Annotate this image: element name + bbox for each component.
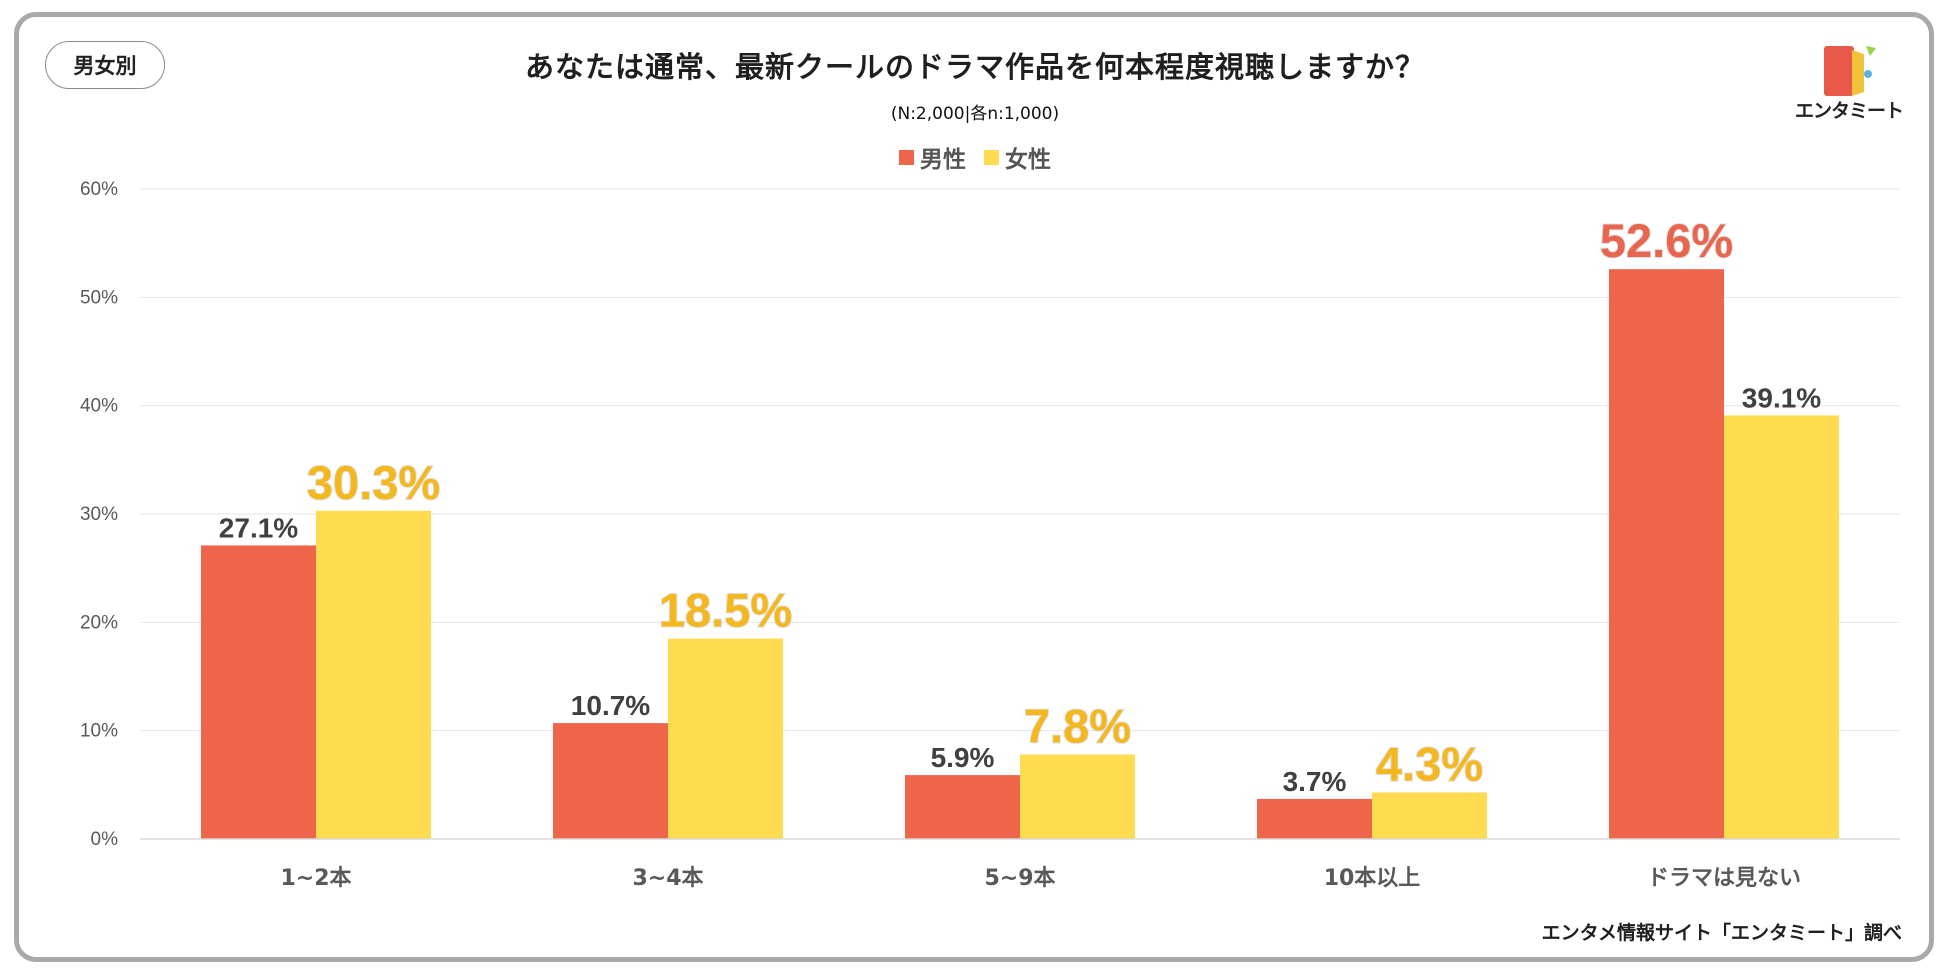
segment-tag: 男女別 — [45, 41, 165, 89]
y-tick-label: 30% — [80, 504, 118, 525]
bar-male — [1609, 269, 1724, 840]
x-tick-label: 1~2本 — [280, 866, 351, 891]
data-label-male: 52.6% — [1600, 214, 1733, 267]
bar-female — [1020, 754, 1135, 839]
data-label-female: 18.5% — [659, 584, 792, 637]
logo-door-shape — [1824, 46, 1854, 96]
logo-dot-shape — [1864, 70, 1872, 78]
chart-title: あなたは通常、最新クールのドラマ作品を何本程度視聴しますか？ — [524, 50, 1425, 84]
data-label-female: 7.8% — [1024, 700, 1131, 753]
legend-item-female: 女性 — [984, 140, 1051, 174]
y-tick-label: 10% — [80, 721, 118, 742]
y-tick-label: 40% — [80, 396, 118, 417]
bar-male — [905, 775, 1020, 839]
logo-door-panel-shape — [1852, 50, 1864, 96]
data-label-female: 4.3% — [1376, 737, 1483, 790]
legend: 男性 女性 — [0, 140, 1950, 174]
x-tick-label: 5~9本 — [984, 866, 1055, 891]
entameet-logo-icon — [1824, 46, 1876, 96]
legend-label-female: 女性 — [1005, 147, 1051, 173]
bar-male — [201, 545, 316, 839]
y-tick-label: 50% — [80, 287, 118, 308]
y-tick-label: 60% — [80, 179, 118, 200]
data-label-female: 30.3% — [307, 456, 440, 509]
data-label-male: 27.1% — [219, 512, 298, 543]
bar-female — [1372, 792, 1487, 839]
bar-male — [553, 723, 668, 839]
legend-swatch-female — [984, 149, 999, 165]
y-tick-label: 0% — [91, 829, 119, 850]
legend-item-male: 男性 — [899, 140, 966, 174]
y-tick-label: 20% — [80, 612, 118, 633]
logo-leaf-shape — [1866, 46, 1876, 56]
source-credit: エンタメ情報サイト「エンタミート」調べ — [1541, 922, 1902, 944]
x-tick-label: 3~4本 — [632, 866, 703, 891]
legend-swatch-male — [899, 149, 914, 165]
data-label-male: 10.7% — [571, 690, 650, 721]
bar-male — [1257, 798, 1372, 839]
data-label-male: 3.7% — [1283, 766, 1347, 797]
bar-female — [668, 638, 783, 839]
chart-subtitle: (N:2,000|各n:1,000) — [890, 104, 1060, 124]
x-tick-label: 10本以上 — [1324, 866, 1421, 891]
data-label-female: 39.1% — [1742, 382, 1821, 413]
bar-female — [316, 510, 431, 839]
legend-label-male: 男性 — [920, 147, 966, 173]
x-tick-label: ドラマは見ない — [1647, 866, 1801, 891]
logo-text: エンタミート — [1794, 100, 1904, 122]
bar-female — [1724, 415, 1839, 839]
data-label-male: 5.9% — [931, 742, 995, 773]
